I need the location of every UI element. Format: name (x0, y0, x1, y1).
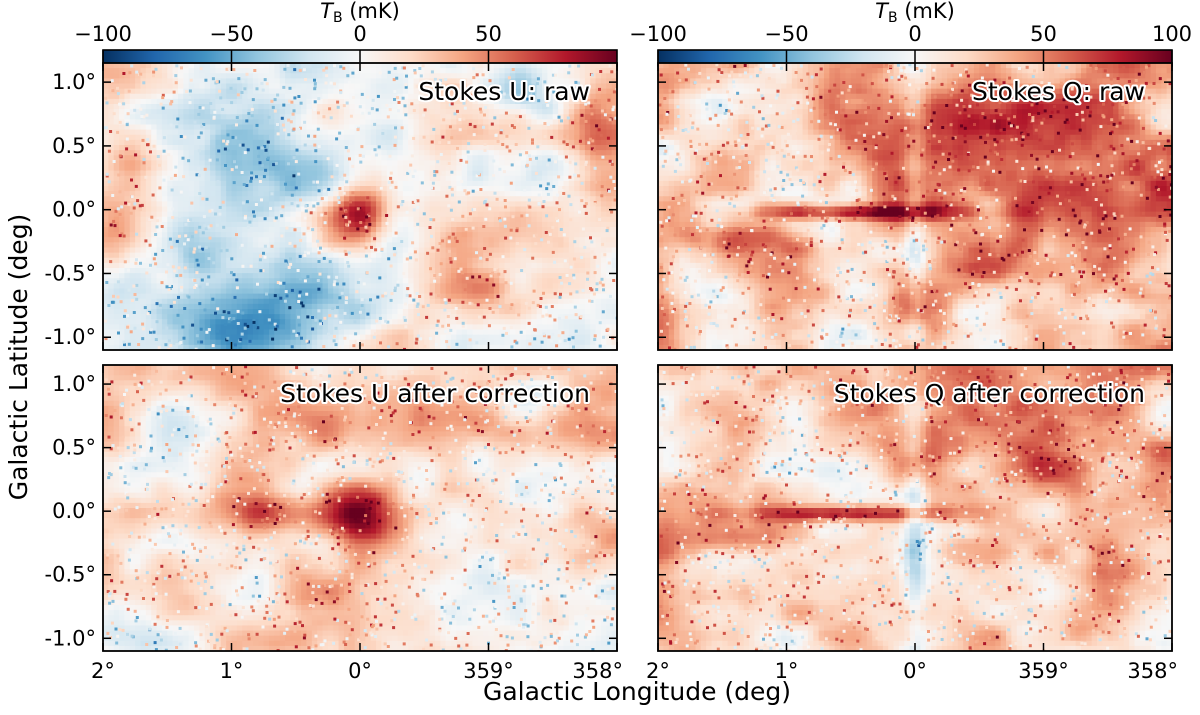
colorbar-title: TB (mK) (875, 0, 955, 26)
y-axis-title: Galactic Latitude (deg) (4, 214, 33, 501)
panel-label: Stokes U: raw (418, 77, 590, 106)
colorbar-tick-label: −100 (74, 22, 132, 46)
x-tick-label: 0° (903, 659, 927, 683)
panel-label: Stokes Q: raw (972, 77, 1145, 106)
colorbar-tick-label: 0 (908, 22, 921, 46)
x-tick-label: 359° (1018, 659, 1069, 683)
colorbar-tick-label: 50 (475, 22, 502, 46)
heatmap-q-corrected (658, 365, 1174, 654)
x-axis-title: Galactic Longitude (deg) (483, 677, 791, 706)
heatmap-u-corrected (103, 365, 620, 654)
panel-label: Stokes Q after correction (834, 379, 1145, 408)
y-tick-label: 0.5° (52, 436, 96, 460)
y-tick-label: -1.0° (45, 626, 96, 650)
colorbar-tick-label: 0 (353, 22, 366, 46)
y-tick-label: 0.0° (52, 499, 96, 523)
x-tick-label: 1° (220, 659, 244, 683)
x-tick-label: 2° (91, 659, 115, 683)
colorbar-tick-label: 100 (1152, 22, 1192, 46)
colorbar-left: −100 −50 0 50 TB (mK) (74, 0, 617, 66)
panel-q-corrected: 2°1°0°359°358°Stokes Q after correctionS… (646, 365, 1178, 683)
y-tick-label: 1.0° (52, 70, 96, 94)
y-tick-label: -0.5° (45, 563, 96, 587)
heatmap-u-raw (103, 63, 620, 353)
y-tick-label: -0.5° (45, 261, 96, 285)
x-tick-label: 0° (348, 659, 372, 683)
colorbars: −100 −50 0 50 TB (mK) −100 −50 0 50 100 TB (mK) (74, 0, 1192, 66)
x-tick-label: 358° (1127, 659, 1178, 683)
colorbar-tick-label: −100 (629, 22, 687, 46)
colorbar-title: TB (mK) (320, 0, 400, 26)
heatmap-q-raw (658, 63, 1175, 353)
colorbar-tick-label: 50 (1030, 22, 1057, 46)
y-tick-label: 0.0° (52, 198, 96, 222)
panel-label: Stokes U after correction (280, 379, 590, 408)
colorbar-right: −100 −50 0 50 100 TB (mK) (629, 0, 1192, 66)
heatmap-panels: 1.0° 0.5° 0.0° -0.5° -1.0° Stokes U: raw Stoke… (45, 63, 1178, 683)
panel-u-raw: 1.0°0.5°0.0°-0.5°-1.0°Stokes U: rawStoke… (45, 63, 620, 353)
colorbar-tick-label: −50 (209, 22, 253, 46)
y-tick-label: 0.5° (52, 134, 96, 158)
y-tick-label: -1.0° (45, 325, 96, 349)
y-tick-label: 1.0° (52, 372, 96, 396)
colorbar-tick-label: −50 (764, 22, 808, 46)
panel-u-corrected: 1.0°0.5°0.0°-0.5°-1.0°2°1°0°359°358°Stok… (45, 365, 623, 683)
